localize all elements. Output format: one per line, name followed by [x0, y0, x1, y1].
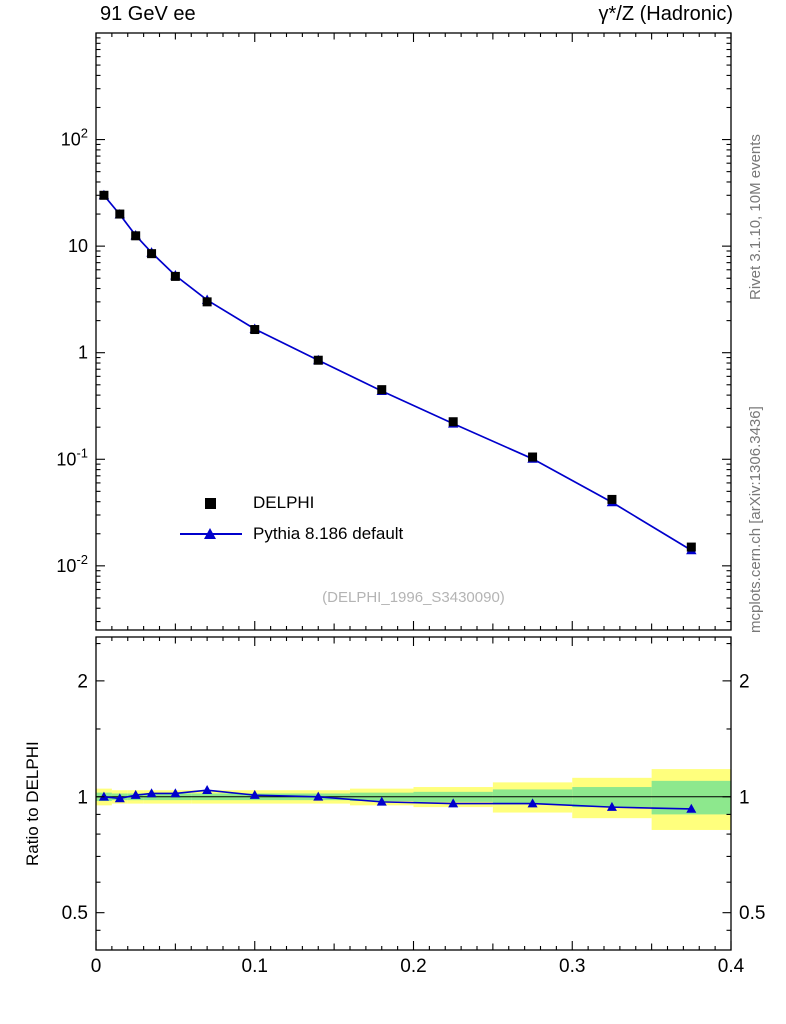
ratio-mc-marker: [376, 796, 387, 806]
ratio-mc-marker: [686, 803, 697, 813]
ratio-tick-label-right: 1: [739, 787, 750, 808]
ratio-mc-marker: [114, 793, 125, 803]
ratio-mc-marker: [313, 791, 324, 801]
data-marker: [448, 417, 458, 427]
data-marker: [528, 452, 538, 462]
legend-label-data: DELPHI: [253, 492, 315, 512]
ratio-tick-label-left: 1: [77, 787, 88, 808]
ratio-mc-marker: [606, 801, 617, 811]
ratio-axis-title: Ratio to DELPHI: [23, 741, 42, 866]
x-tick-label: 0.3: [559, 956, 585, 977]
x-tick-label: 0: [91, 956, 102, 977]
process-label: γ*/Z (Hadronic): [598, 3, 733, 25]
data-marker: [377, 385, 387, 395]
ratio-mc-marker: [98, 791, 109, 801]
data-marker: [686, 542, 696, 552]
y-tick-label: 1: [78, 343, 88, 363]
ratio-mc-marker: [202, 785, 213, 795]
ratio-mc-marker: [146, 788, 157, 798]
y-tick-label: 10-2: [56, 552, 88, 576]
legend-square-marker: [205, 497, 216, 509]
legend-item-data: DELPHI: [178, 487, 403, 518]
data-marker: [250, 325, 260, 335]
legend-label-mc: Pythia 8.186 default: [253, 523, 404, 543]
ratio-mc-marker: [249, 789, 260, 799]
y-tick-label: 10: [68, 236, 88, 256]
data-marker: [115, 209, 125, 219]
legend: DELPHI Pythia 8.186 default: [178, 487, 403, 549]
data-marker: [147, 249, 157, 259]
ratio-mc-marker: [170, 788, 181, 798]
data-marker: [313, 355, 323, 365]
legend-item-mc: Pythia 8.186 default: [178, 518, 403, 549]
legend-triangle-marker: [204, 527, 216, 539]
ratio-tick-label-left: 2: [77, 671, 88, 692]
data-marker: [607, 494, 617, 504]
ratio-tick-label-right: 0.5: [739, 903, 765, 924]
analysis-watermark: (DELPHI_1996_S3430090): [322, 589, 505, 606]
data-marker: [170, 271, 180, 281]
y-tick-label: 10-1: [56, 445, 88, 469]
x-tick-label: 0.4: [718, 956, 745, 977]
ratio-mc-marker: [448, 798, 459, 808]
x-tick-label: 0.1: [242, 956, 268, 977]
y-tick-label: 102: [61, 126, 88, 150]
ratio-tick-label-right: 2: [739, 671, 750, 692]
x-tick-label: 0.2: [400, 956, 426, 977]
data-marker: [99, 190, 109, 200]
data-marker: [202, 297, 212, 307]
legend-marker-area: [178, 495, 244, 511]
beam-energy-label: 91 GeV ee: [100, 3, 196, 25]
ratio-tick-label-left: 0.5: [62, 903, 88, 924]
data-marker: [131, 231, 141, 241]
ratio-mc-marker: [527, 798, 538, 808]
mcplots-credit-label: mcplots.cern.ch [arXiv:1306.3436]: [747, 406, 764, 633]
ratio-mc-marker: [130, 789, 141, 799]
legend-marker-area: [178, 526, 244, 542]
rivet-version-label: Rivet 3.1.10, 10M events: [747, 134, 764, 300]
